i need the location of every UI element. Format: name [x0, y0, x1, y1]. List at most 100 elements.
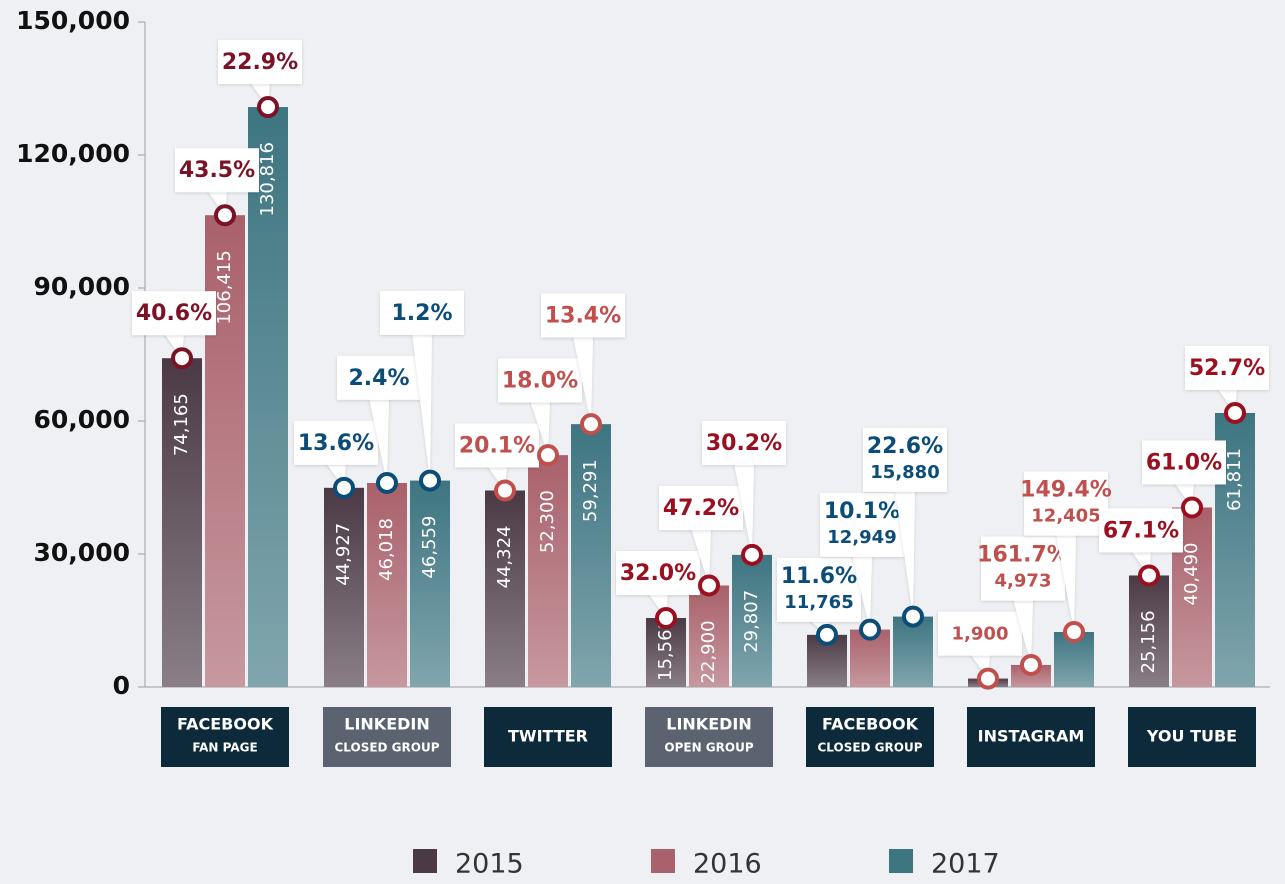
- bar-shade: [324, 487, 364, 687]
- growth-label: 1.2%: [391, 301, 452, 326]
- legend-label: 2016: [693, 849, 762, 880]
- bar-shade: [1129, 575, 1169, 687]
- bar-top-marker: [698, 574, 720, 597]
- callout-box: [981, 536, 1065, 601]
- callout-box: [294, 420, 378, 465]
- legend-label: 2015: [455, 849, 524, 880]
- x-tick-label: FAN PAGE: [192, 741, 257, 755]
- x-tick-label: CLOSED GROUP: [817, 741, 922, 755]
- growth-label: 67.1%: [1103, 518, 1179, 543]
- category-box: [161, 707, 289, 767]
- x-tick-label: FACEBOOK: [177, 715, 274, 734]
- value-label: 130,816: [257, 142, 278, 216]
- value-label: 12,405: [1031, 506, 1100, 527]
- y-tick-label: 30,000: [34, 538, 130, 567]
- growth-label: 13.6%: [298, 431, 374, 456]
- bar-top-marker: [741, 543, 763, 566]
- bar-shade: [732, 554, 772, 687]
- category-box: [484, 707, 612, 767]
- value-label: 106,415: [214, 250, 235, 324]
- bar-top-marker: [537, 444, 559, 467]
- growth-label: 61.0%: [1146, 450, 1222, 475]
- category-box: [645, 707, 773, 767]
- bar-top-marker: [1138, 564, 1160, 587]
- value-label: 40,490: [1181, 542, 1202, 605]
- bar-top-marker: [655, 607, 677, 630]
- x-tick-label: LINKEDIN: [666, 715, 752, 734]
- legend-label: 2017: [931, 849, 1000, 880]
- bar-top-marker: [333, 476, 355, 499]
- callout-pointer: [369, 397, 389, 483]
- category-box: [806, 707, 934, 767]
- bar-top-marker: [1020, 653, 1042, 676]
- callout-box: [702, 421, 786, 466]
- callout-pointer: [852, 554, 872, 630]
- growth-label: 149.4%: [1020, 478, 1112, 503]
- value-label: 44,324: [494, 525, 515, 588]
- bar-shade: [893, 616, 933, 687]
- callout-box: [777, 557, 861, 622]
- x-tick-label: INSTAGRAM: [978, 727, 1085, 746]
- growth-label: 161.7%: [977, 543, 1069, 568]
- bar-top-marker: [494, 479, 516, 502]
- category-box: [1128, 707, 1256, 767]
- x-tick-label: LINKEDIN: [344, 715, 430, 734]
- legend-swatch: [413, 849, 437, 873]
- callout-box: [380, 290, 464, 335]
- value-label: 4,973: [995, 571, 1052, 592]
- callout-pointer: [1056, 533, 1076, 633]
- bar-top-marker: [257, 96, 279, 119]
- callout-pointer: [530, 400, 550, 456]
- bar-top-marker: [816, 623, 838, 646]
- bar-top-marker: [419, 469, 441, 492]
- value-label: 29,807: [741, 590, 762, 653]
- bar-shade: [485, 490, 525, 687]
- bar-top-marker: [214, 204, 236, 227]
- value-label: 52,300: [537, 490, 558, 553]
- callout-box: [175, 148, 259, 193]
- y-tick-label: 90,000: [34, 272, 130, 301]
- growth-label: 2.4%: [348, 366, 409, 391]
- callout-box: [1024, 471, 1108, 536]
- x-tick-label: CLOSED GROUP: [334, 741, 439, 755]
- y-tick-label: 120,000: [16, 139, 130, 168]
- y-tick-label: 0: [113, 671, 130, 700]
- callout-pointer: [573, 335, 593, 425]
- bar-top-marker: [1224, 401, 1246, 424]
- bar-top-marker: [580, 413, 602, 436]
- value-label: 15,880: [870, 462, 939, 483]
- bar-shade: [248, 107, 288, 687]
- growth-label: 13.4%: [545, 303, 621, 328]
- value-label: 74,165: [171, 393, 192, 456]
- callout-box: [541, 293, 625, 338]
- bar-top-marker: [1181, 496, 1203, 519]
- callout-box: [337, 355, 421, 400]
- growth-label: 22.6%: [867, 434, 943, 459]
- bar-top-marker: [171, 347, 193, 370]
- bar-shade: [367, 482, 407, 687]
- bar-shade: [528, 455, 568, 687]
- callout-pointer: [1013, 598, 1033, 665]
- growth-label: 32.0%: [620, 561, 696, 586]
- value-label: 11,765: [784, 592, 853, 613]
- growth-label: 43.5%: [179, 158, 255, 183]
- growth-label: 52.7%: [1189, 356, 1265, 381]
- callout-pointer: [691, 528, 711, 586]
- markers: [171, 96, 1246, 690]
- bar-top-marker: [859, 618, 881, 641]
- callout-box: [820, 492, 904, 557]
- value-label: 61,811: [1224, 448, 1245, 511]
- bar-top-marker: [977, 667, 999, 690]
- growth-label: 22.9%: [222, 50, 298, 75]
- callout-box: [1142, 440, 1226, 485]
- growth-label: 30.2%: [706, 431, 782, 456]
- callout-pointer: [412, 332, 432, 481]
- bar-shade: [1011, 664, 1051, 687]
- growth-label: 40.6%: [136, 301, 212, 326]
- bar-top-marker: [1063, 621, 1085, 644]
- category-box: [323, 707, 451, 767]
- bar-shade: [162, 358, 202, 687]
- value-label: 22,900: [698, 620, 719, 683]
- x-tick-label: OPEN GROUP: [664, 741, 753, 755]
